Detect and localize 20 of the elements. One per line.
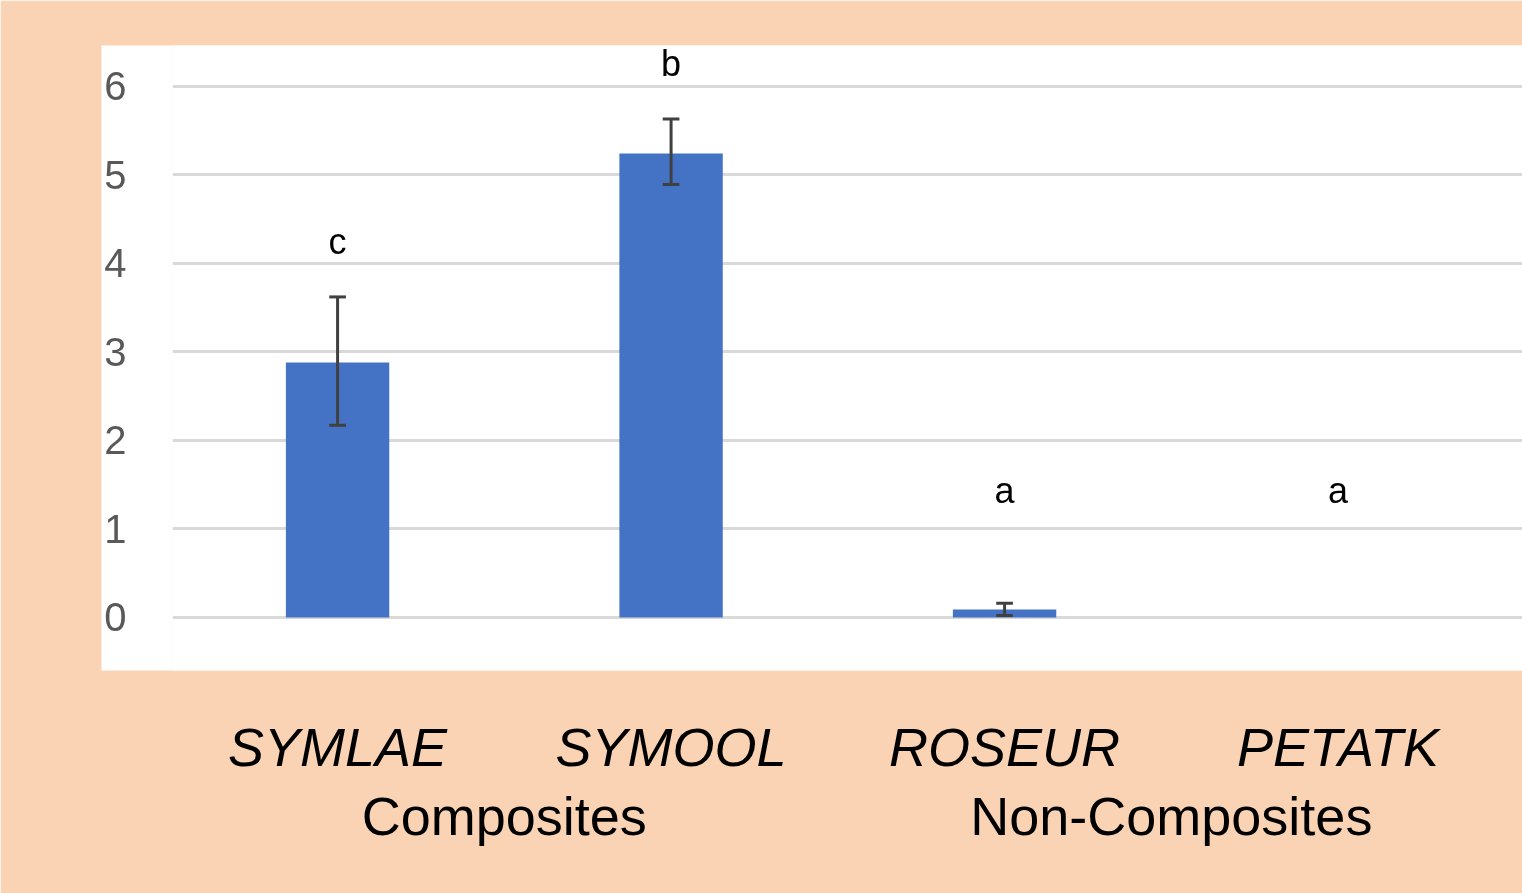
x-tick-label: ROSEUR <box>889 716 1121 777</box>
bar <box>285 362 390 618</box>
annotation: c <box>328 220 347 262</box>
x-tick-label: PETATK <box>1237 716 1442 777</box>
x-tick-label: SYMLAE <box>228 716 449 777</box>
annotation: b <box>661 42 682 84</box>
y-tick-label: 3 <box>104 329 127 374</box>
y-tick-label: 4 <box>104 241 127 286</box>
annotation: a <box>994 470 1016 512</box>
x-tick-label: SYMOOL <box>555 716 787 777</box>
bar <box>952 609 1057 618</box>
y-tick-label: 5 <box>104 152 127 197</box>
bar <box>619 153 723 618</box>
y-tick-label: 6 <box>104 64 127 109</box>
annotation: a <box>1328 470 1350 512</box>
y-tick-label: 0 <box>104 595 127 640</box>
text: Composites <box>361 785 647 846</box>
text: Non-Composites <box>970 785 1373 846</box>
y-tick-label: 1 <box>104 506 127 551</box>
y-tick-label: 2 <box>104 418 127 463</box>
